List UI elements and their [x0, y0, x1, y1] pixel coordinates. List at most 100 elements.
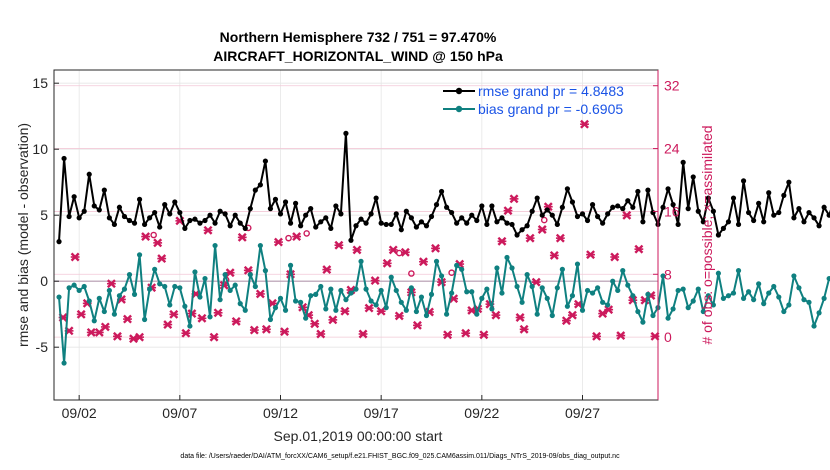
bias-point — [126, 272, 133, 278]
rmse-point — [695, 208, 701, 214]
rmse-point — [539, 212, 545, 218]
rmse-point — [735, 221, 742, 228]
bias-point — [227, 287, 233, 294]
bias-point — [680, 286, 686, 292]
rmse-point — [423, 223, 430, 229]
rmse-point — [464, 220, 470, 226]
rmse-point — [474, 217, 480, 224]
bias-point — [308, 293, 314, 299]
rmse-point — [791, 215, 797, 221]
rmse-point — [111, 221, 117, 228]
obs-assimilated-marker — [382, 258, 392, 268]
bias-point — [695, 286, 701, 292]
rmse-point — [131, 220, 138, 226]
obs-assimilated-marker — [580, 119, 589, 129]
rmse-point — [730, 195, 737, 201]
rmse-point — [685, 206, 691, 212]
rmse-point — [308, 206, 314, 212]
bias-point — [287, 262, 294, 268]
rmse-point — [776, 209, 782, 216]
x-tick-label: 09/12 — [263, 405, 298, 421]
rmse-point — [172, 199, 178, 205]
rmse-point — [459, 215, 465, 221]
bias-point — [212, 242, 218, 249]
rmse-point — [529, 208, 535, 214]
obs-assimilated-marker — [503, 206, 513, 216]
rmse-point — [257, 182, 263, 188]
rmse-point — [76, 215, 82, 221]
bias-point — [222, 272, 228, 278]
x-tick-label: 09/22 — [464, 405, 499, 421]
rmse-point — [549, 212, 555, 218]
y-tick-label: 10 — [32, 141, 48, 157]
obs-assimilated-marker — [280, 327, 289, 337]
bias-point — [116, 293, 123, 299]
data-layer — [56, 119, 830, 366]
rmse-point — [81, 208, 87, 214]
bias-point — [494, 265, 500, 271]
rmse-point — [182, 225, 188, 231]
bias-point — [408, 285, 414, 291]
bias-point — [474, 311, 480, 317]
rmse-point — [605, 211, 611, 217]
rmse-point — [579, 211, 586, 217]
bias-point — [207, 314, 213, 320]
chart-subtitle: AIRCRAFT_HORIZONTAL_WIND @ 150 hPa — [213, 48, 503, 64]
bias-point — [147, 286, 153, 292]
bias-point — [670, 306, 676, 312]
obs-assimilated-marker — [634, 244, 644, 254]
rmse-point — [569, 199, 576, 205]
rmse-point — [444, 204, 450, 210]
rmse-point — [680, 159, 686, 165]
rmse-point — [479, 203, 485, 209]
rmse-point — [343, 130, 349, 136]
rmse-point — [801, 219, 807, 225]
bias-point — [589, 290, 596, 296]
rmse-point — [313, 224, 319, 230]
bias-point — [303, 315, 309, 321]
obs-assimilated-marker — [135, 332, 145, 342]
rmse-point — [348, 237, 354, 243]
rmse-point — [202, 217, 208, 224]
obs-assimilated-marker — [249, 325, 259, 335]
bias-point — [267, 316, 274, 323]
bias-point — [293, 298, 299, 304]
obs-assimilated-marker — [418, 257, 428, 267]
obs-assimilated-marker — [388, 245, 398, 255]
rmse-point — [242, 225, 248, 231]
obs-assimilated-marker — [592, 331, 602, 341]
bias-point — [595, 285, 601, 291]
rmse-point — [519, 227, 525, 233]
rmse-point — [157, 224, 163, 230]
obs-assimilated-marker — [231, 316, 241, 326]
obs-assimilated-marker — [153, 238, 163, 248]
obs-assimilated-marker — [370, 276, 380, 286]
bias-point — [816, 310, 822, 316]
bias-point — [554, 285, 560, 291]
obs-assimilated-marker — [376, 306, 386, 316]
bias-point — [96, 295, 102, 301]
bias-point — [761, 301, 767, 307]
obs-assimilated-marker — [567, 310, 577, 320]
y2-tick-label: 8 — [664, 266, 672, 282]
rmse-point — [690, 174, 696, 180]
obs-assimilated-marker — [525, 233, 535, 243]
y2-tick-label: 32 — [664, 78, 680, 94]
rmse-point — [675, 221, 681, 228]
obs-assimilated-marker — [549, 250, 559, 260]
obs-assimilated-marker — [509, 194, 519, 204]
rmse-point — [142, 221, 148, 228]
bias-point — [514, 283, 520, 290]
bias-point — [423, 312, 430, 319]
bias-point — [821, 295, 827, 301]
bias-point — [202, 275, 208, 282]
y-tick-label: 15 — [32, 75, 48, 91]
rmse-point — [66, 213, 72, 220]
bias-point — [620, 268, 626, 274]
rmse-point — [771, 212, 777, 218]
rmse-point — [595, 213, 601, 220]
rmse-point — [293, 200, 299, 206]
bias-point — [343, 297, 349, 303]
rmse-point — [152, 209, 158, 216]
rmse-point — [761, 219, 767, 225]
